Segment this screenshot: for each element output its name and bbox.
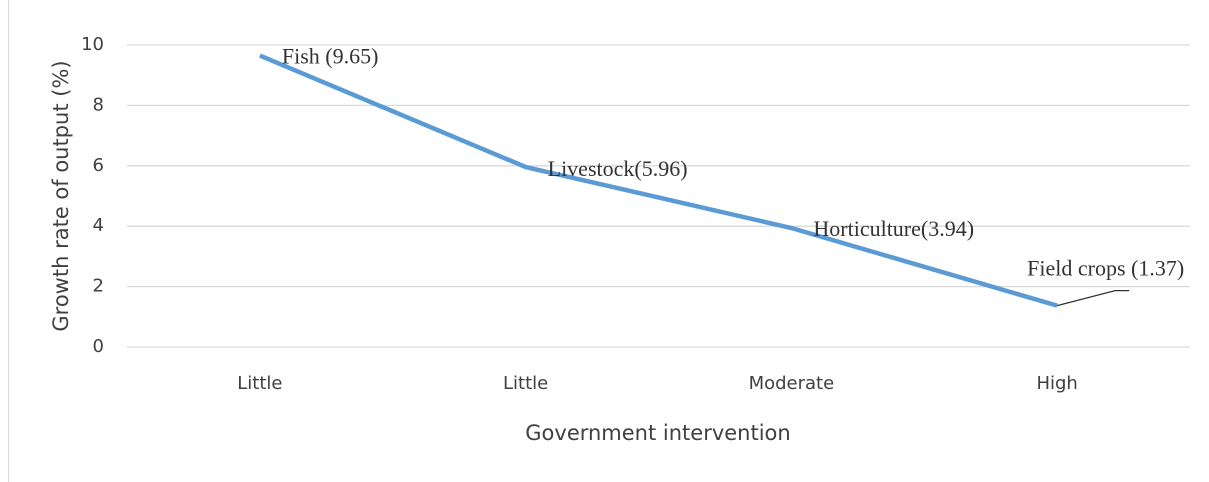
data-label: Livestock(5.96) — [548, 156, 688, 181]
x-tick-label: Little — [503, 373, 548, 394]
leader-line — [1056, 290, 1130, 307]
data-line — [259, 53, 1058, 308]
x-tick-label: Little — [237, 373, 282, 394]
data-label: Field crops (1.37) — [1027, 256, 1184, 281]
data-label: Fish (9.65) — [282, 44, 379, 69]
data-label: Horticulture(3.94) — [813, 216, 974, 241]
y-tick-label: 8 — [93, 94, 104, 115]
y-tick-label: 4 — [93, 215, 104, 236]
x-tick-label: Moderate — [749, 373, 835, 394]
y-tick-label: 0 — [93, 336, 104, 357]
y-tick-label: 2 — [93, 276, 104, 297]
y-axis-title: Growth rate of output (%) — [49, 60, 73, 331]
x-axis-title: Government intervention — [525, 421, 790, 445]
y-tick-label: 6 — [93, 155, 104, 176]
x-tick-label: High — [1036, 373, 1077, 394]
y-tick-label: 10 — [81, 34, 104, 55]
